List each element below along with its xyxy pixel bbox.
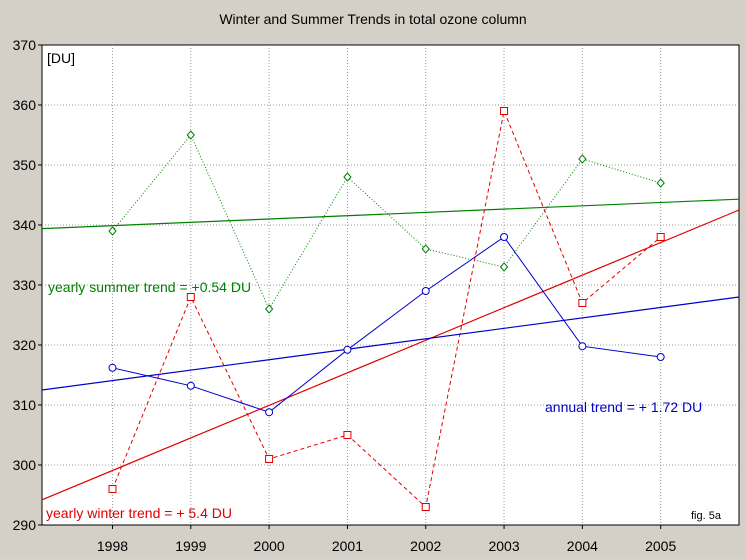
annual-series-line	[112, 236, 661, 413]
y-tick-label: 340	[13, 217, 37, 233]
x-tick-label: 1998	[97, 538, 128, 554]
winter-point	[656, 233, 665, 241]
summer-point	[343, 172, 352, 182]
y-axis-unit-label: [DU]	[47, 50, 75, 66]
summer-point	[264, 304, 274, 314]
annual-point	[343, 345, 352, 354]
y-tick-label: 320	[13, 337, 37, 353]
summer-trend-annotation: yearly summer trend = +0.54 DU	[48, 279, 251, 295]
winter-point	[421, 503, 430, 511]
x-tick-label: 2001	[332, 538, 363, 554]
annual-point	[578, 342, 587, 351]
summer-point	[108, 226, 117, 236]
winter-point	[186, 293, 195, 301]
y-tick-label: 310	[13, 397, 37, 413]
trend-lines	[41, 198, 740, 501]
winter-point	[265, 455, 274, 463]
annual-point	[186, 381, 195, 390]
x-tick-label: 2004	[567, 538, 598, 554]
winter-trend-annotation: yearly winter trend = + 5.4 DU	[46, 505, 232, 521]
annual-point	[656, 353, 665, 361]
figure-label: fig. 5a	[691, 510, 722, 522]
annual-point	[421, 287, 430, 295]
summer-point	[421, 244, 430, 254]
summer-trend-line	[41, 198, 740, 230]
data-series	[108, 107, 665, 511]
annual-point	[500, 233, 509, 241]
x-tick-label: 2003	[488, 538, 519, 554]
summer-point	[499, 262, 509, 272]
y-tick-label: 370	[13, 37, 37, 53]
y-tick-label: 350	[13, 157, 37, 173]
y-tick-label: 330	[13, 277, 37, 293]
winter-point	[578, 299, 587, 307]
winter-point	[500, 107, 509, 115]
y-tick-label: 300	[13, 457, 37, 473]
x-tick-label: 1999	[175, 538, 206, 554]
winter-point	[343, 431, 352, 439]
annual-point	[108, 363, 117, 372]
y-tick-label: 360	[13, 97, 37, 113]
x-tick-label: 2000	[254, 538, 285, 554]
x-tick-label: 2002	[410, 538, 441, 554]
annual-trend-line	[41, 296, 740, 391]
summer-point	[186, 130, 195, 140]
annual-point	[265, 408, 274, 417]
summer-point	[578, 154, 587, 164]
annual-trend-annotation: annual trend = + 1.72 DU	[545, 399, 702, 415]
summer-point	[656, 178, 665, 188]
chart-title: Winter and Summer Trends in total ozone …	[219, 11, 526, 27]
grid	[42, 45, 739, 525]
winter-point	[108, 485, 117, 493]
axis-ticks: 290 300 310 320 330 340 350 360 370 1998 1999 2000 2…	[13, 37, 677, 554]
x-tick-label: 2005	[645, 538, 676, 554]
y-tick-label: 290	[13, 517, 37, 533]
winter-trend-line	[41, 209, 740, 501]
